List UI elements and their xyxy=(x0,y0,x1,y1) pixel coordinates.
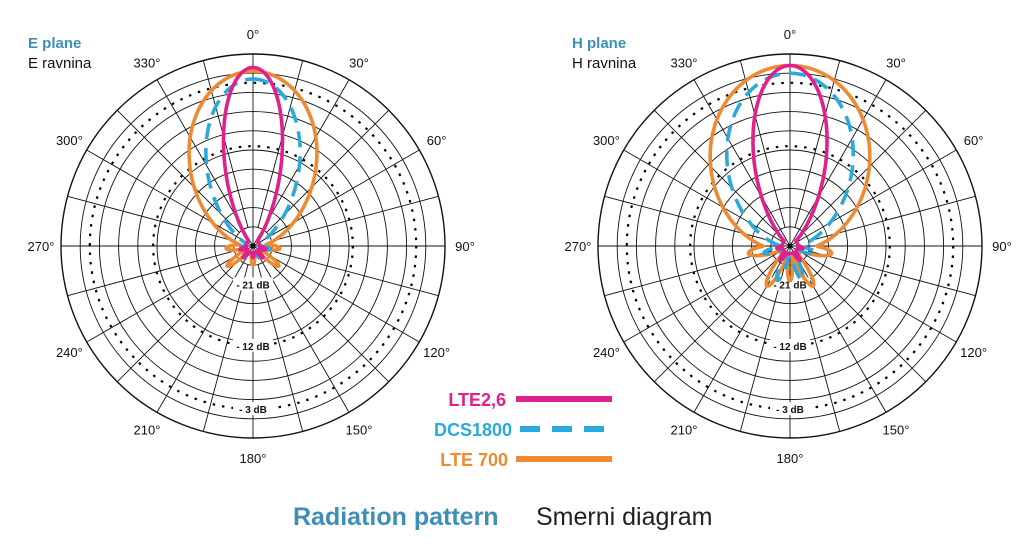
angle-tick-label: 120° xyxy=(423,345,450,360)
h-plane-subtitle: H ravnina xyxy=(572,55,637,72)
polar-spoke xyxy=(252,149,420,247)
polar-spoke xyxy=(794,60,841,228)
angle-tick-label: 240° xyxy=(593,345,620,360)
polar-spoke xyxy=(789,245,957,343)
polar-spoke xyxy=(808,250,976,297)
angle-tick-label: 210° xyxy=(134,423,161,438)
angle-tick-label: 30° xyxy=(349,55,369,70)
angle-tick-label: 60° xyxy=(427,133,447,148)
series-lte2-6 xyxy=(221,65,285,260)
h-plane-chart: - 3 dB - 12 dB - 21 dB 0° 30° 60° 90° 120° 150° 1… xyxy=(565,27,1012,466)
polar-spoke xyxy=(116,259,240,383)
e-plane-chart: - 3 dB - 12 dB - 21 dB 0° 30° 60° 90° 120° 150° 1… xyxy=(28,27,475,466)
angle-tick-label: 210° xyxy=(671,423,698,438)
polar-spoke xyxy=(257,264,304,432)
angle-tick-label: 270° xyxy=(28,239,55,254)
angle-tick-label: 240° xyxy=(56,345,83,360)
db-ring-label: - 12 dB xyxy=(773,342,806,353)
polar-spoke xyxy=(623,245,791,343)
polar-spoke xyxy=(271,195,439,242)
db-ring-label: - 12 dB xyxy=(236,342,269,353)
angle-tick-label: 300° xyxy=(56,133,83,148)
polar-spoke xyxy=(67,250,235,297)
db-label-bg xyxy=(770,338,810,352)
polar-center xyxy=(250,243,256,249)
angle-tick-label: 90° xyxy=(455,239,475,254)
angle-tick-label: 330° xyxy=(671,55,698,70)
polar-spoke xyxy=(789,245,887,413)
polar-spoke xyxy=(202,264,249,432)
footer-caption: Radiation pattern Smerni diagram xyxy=(293,503,712,531)
footer-title-sl: Smerni diagram xyxy=(536,503,712,531)
polar-spoke xyxy=(739,264,786,432)
legend-label-lte700: LTE 700 xyxy=(440,450,508,470)
footer-title-en: Radiation pattern xyxy=(293,503,499,531)
db-label-bg xyxy=(233,277,273,291)
polar-spoke xyxy=(653,109,777,233)
series-lte-700 xyxy=(708,63,872,288)
polar-spoke xyxy=(156,245,254,413)
polar-spoke xyxy=(653,259,777,383)
angle-tick-label: 180° xyxy=(240,451,267,466)
db-ring-label: - 3 dB xyxy=(776,405,804,416)
angle-tick-label: 60° xyxy=(964,133,984,148)
polar-spoke xyxy=(252,245,350,413)
angle-tick-label: 90° xyxy=(992,239,1012,254)
series-lte2-6 xyxy=(751,63,829,262)
polar-spoke xyxy=(86,245,254,343)
angle-tick-label: 150° xyxy=(883,423,910,438)
polar-spoke xyxy=(67,195,235,242)
polar-spoke xyxy=(693,79,791,247)
db-ring-label: - 21 dB xyxy=(773,280,806,291)
polar-spoke xyxy=(803,259,927,383)
angle-tick-label: 120° xyxy=(960,345,987,360)
angle-tick-label: 30° xyxy=(886,55,906,70)
legend-label-lte26: LTE2,6 xyxy=(448,390,506,410)
polar-spoke xyxy=(271,250,439,297)
polar-center xyxy=(787,243,793,249)
polar-spoke xyxy=(252,245,420,343)
e-plane-title: E plane xyxy=(28,35,81,52)
angle-tick-label: 0° xyxy=(247,27,259,42)
legend: LTE2,6 DCS1800 LTE 700 xyxy=(434,390,612,470)
series-lte-700 xyxy=(187,69,319,269)
angle-tick-label: 270° xyxy=(565,239,592,254)
series-dcs1800 xyxy=(725,71,855,283)
polar-spoke xyxy=(257,60,304,228)
angle-tick-label: 300° xyxy=(593,133,620,148)
polar-spoke xyxy=(794,264,841,432)
angle-tick-label: 0° xyxy=(784,27,796,42)
angle-tick-label: 330° xyxy=(134,55,161,70)
polar-spoke xyxy=(789,79,887,247)
db-ring-label: - 3 dB xyxy=(239,405,267,416)
h-plane-title: H plane xyxy=(572,35,626,52)
polar-spoke xyxy=(86,149,254,247)
polar-spoke xyxy=(623,149,791,247)
db-ring-label: - 21 dB xyxy=(236,280,269,291)
db-label-bg xyxy=(770,402,810,416)
polar-spoke xyxy=(739,60,786,228)
polar-spoke xyxy=(202,60,249,228)
db-label-bg xyxy=(233,402,273,416)
polar-spoke xyxy=(693,245,791,413)
db-label-bg xyxy=(233,338,273,352)
polar-spoke xyxy=(266,259,390,383)
angle-tick-label: 180° xyxy=(777,451,804,466)
e-plane-subtitle: E ravnina xyxy=(28,55,92,72)
legend-label-dcs1800: DCS1800 xyxy=(434,420,512,440)
angle-tick-label: 150° xyxy=(346,423,373,438)
db-ring xyxy=(152,145,354,347)
db-ring xyxy=(689,145,891,347)
polar-spoke xyxy=(604,250,772,297)
polar-spoke xyxy=(789,149,957,247)
series-dcs1800 xyxy=(204,77,302,260)
db-ring xyxy=(88,81,418,411)
polar-spoke xyxy=(803,109,927,233)
